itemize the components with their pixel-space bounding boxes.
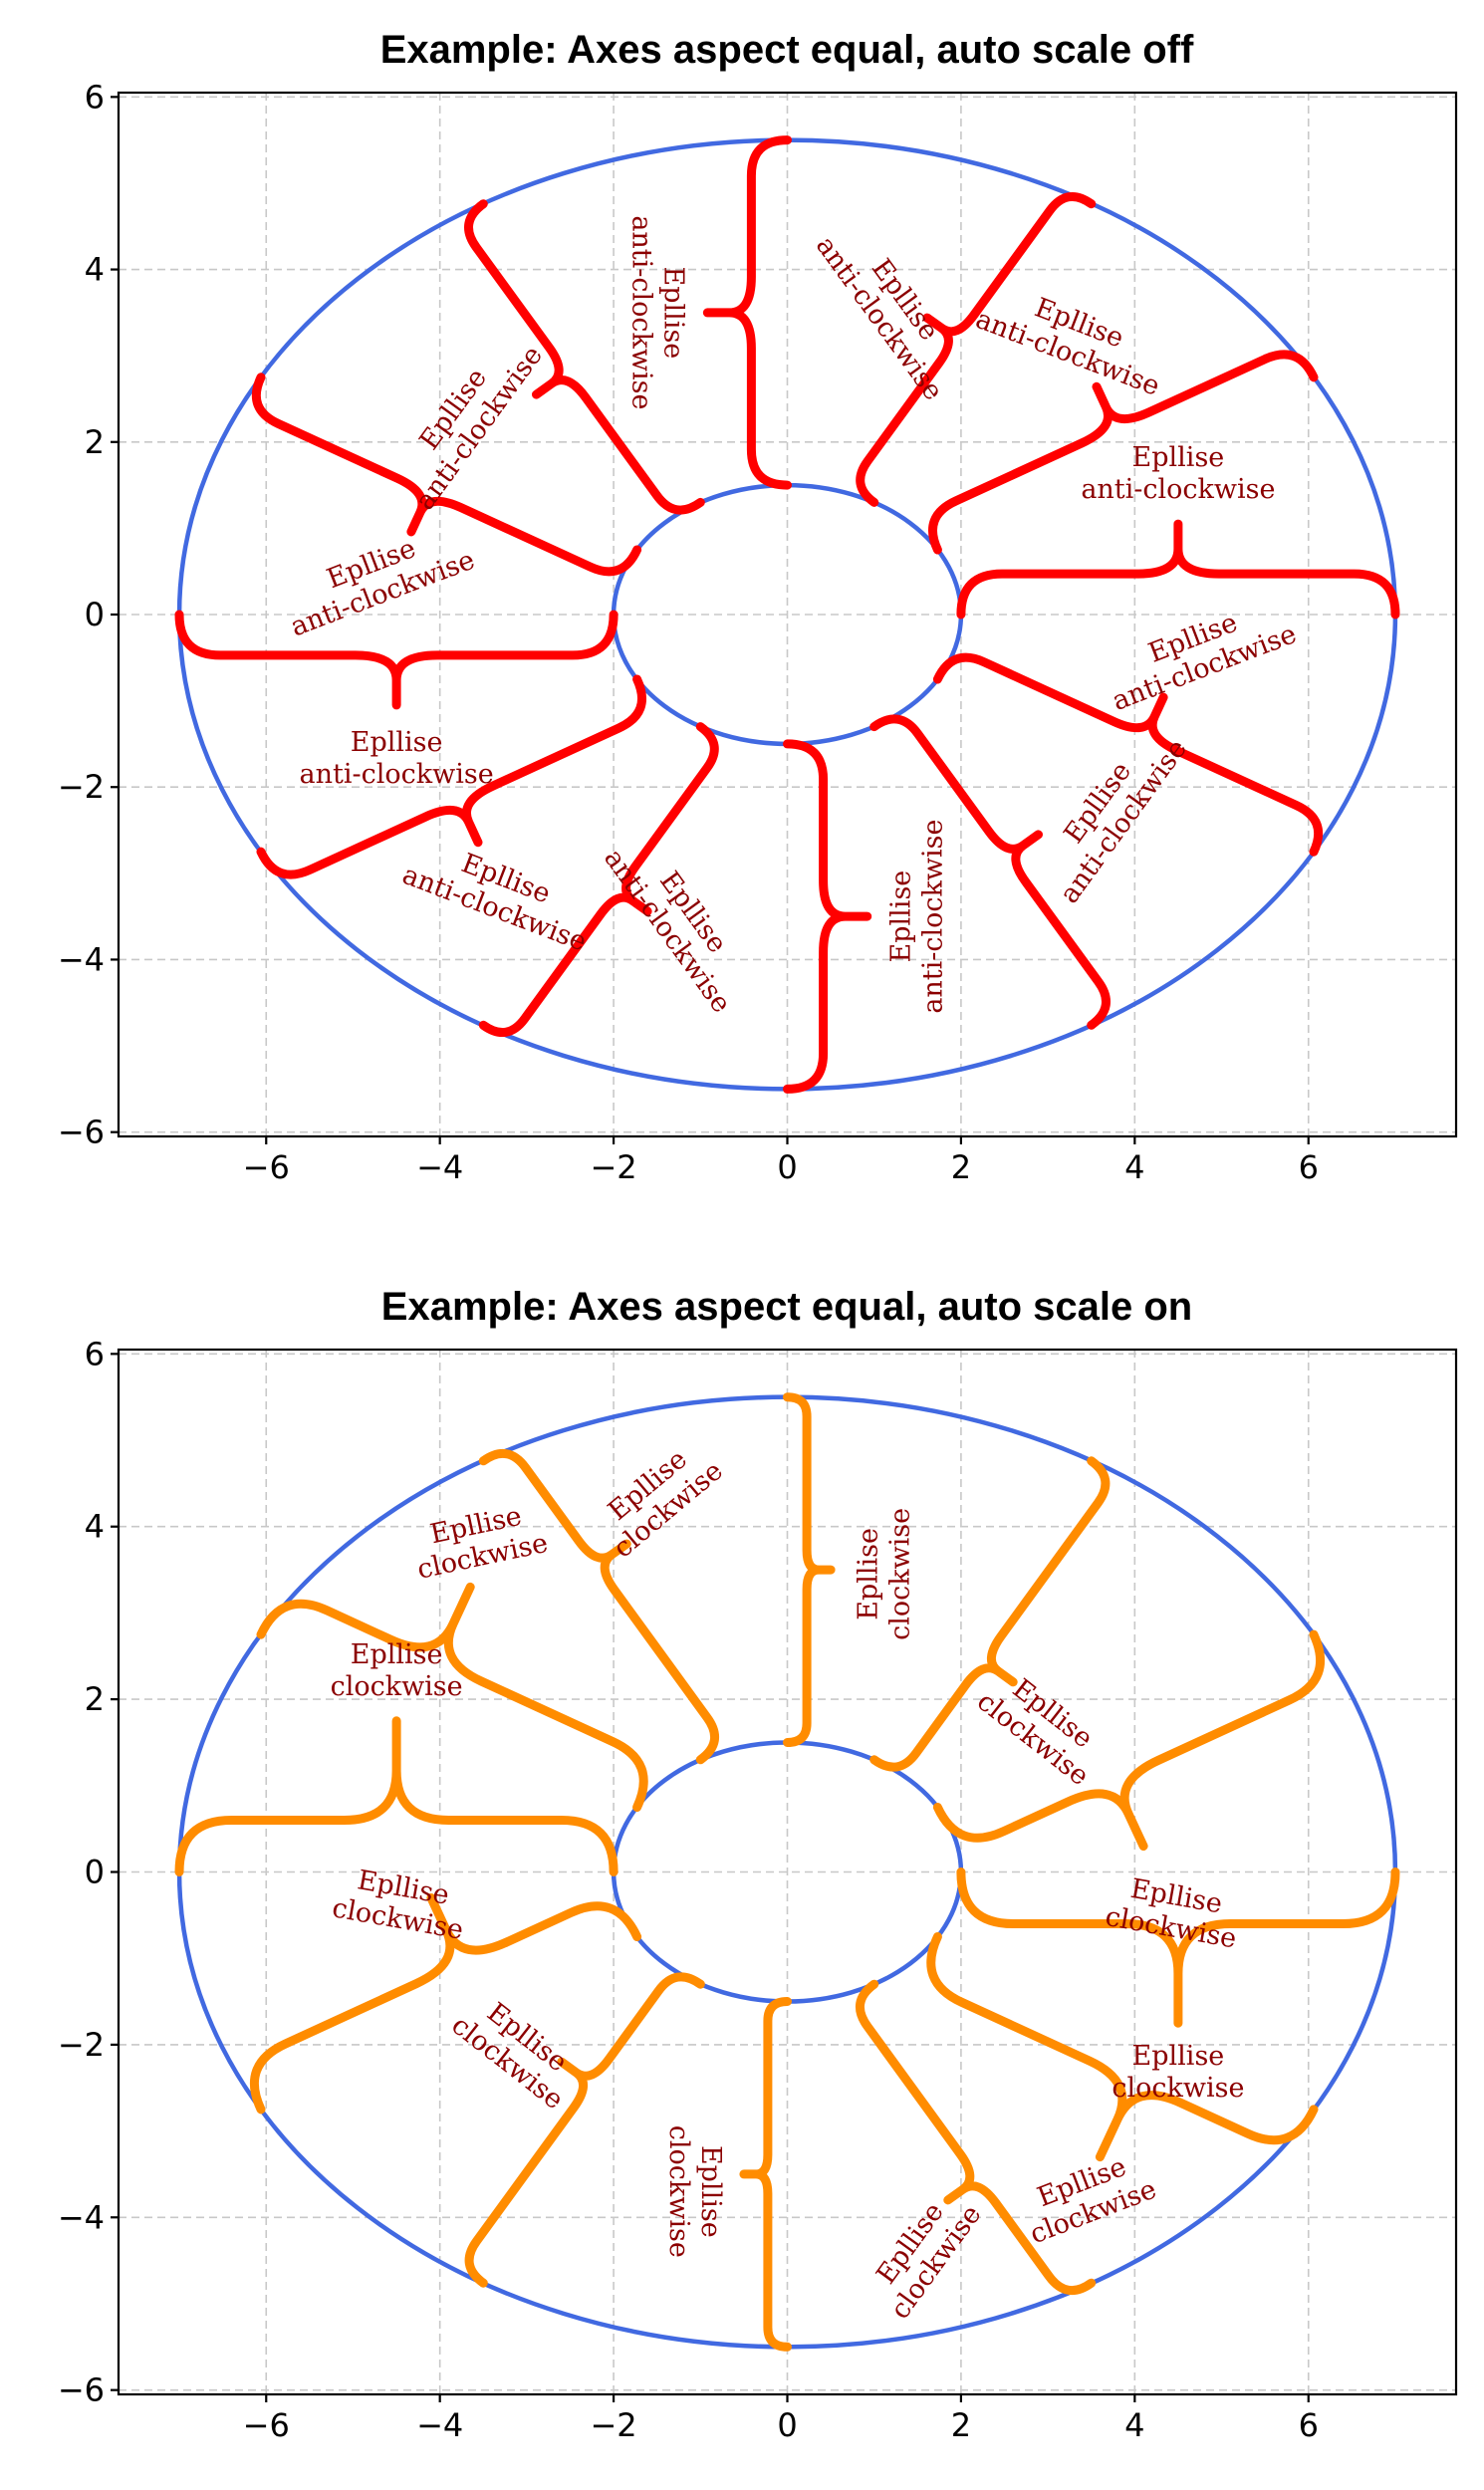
curly-brace bbox=[926, 1932, 1319, 2162]
curly-brace bbox=[956, 519, 1400, 620]
panel-bottom-title: Example: Axes aspect equal, auto scale o… bbox=[381, 1285, 1192, 1329]
y-tick-label: −4 bbox=[58, 2198, 105, 2236]
x-tick-label: 0 bbox=[777, 2406, 797, 2444]
curly-brace bbox=[783, 1392, 836, 1747]
panel-top: Example: Axes aspect equal, auto scale o… bbox=[58, 28, 1458, 1186]
x-tick-label: −6 bbox=[243, 1148, 290, 1186]
y-tick-label: 6 bbox=[85, 1335, 105, 1372]
y-tick-label: 2 bbox=[85, 423, 105, 461]
x-tick-label: 4 bbox=[1124, 2406, 1144, 2444]
brace-label: Eplliseanti-clockwise bbox=[625, 215, 688, 409]
y-tick-label: −4 bbox=[58, 940, 105, 978]
x-tick-label: 4 bbox=[1124, 1148, 1144, 1186]
panel-bottom-grid bbox=[119, 1350, 1456, 2394]
y-tick-label: 4 bbox=[85, 251, 105, 289]
curly-brace bbox=[932, 652, 1324, 857]
y-tick-label: 2 bbox=[85, 1680, 105, 1718]
curly-brace bbox=[932, 1629, 1326, 1851]
y-tick-label: −6 bbox=[58, 1114, 105, 1151]
brace-label: Eplliseclockwise bbox=[408, 1497, 551, 1586]
brace-label: Eplliseanti-clockwise bbox=[886, 820, 949, 1014]
x-tick-label: −6 bbox=[243, 2406, 290, 2444]
x-tick-label: 2 bbox=[951, 1148, 971, 1186]
y-tick-label: −2 bbox=[58, 2026, 105, 2064]
y-tick-label: 0 bbox=[85, 596, 105, 633]
x-tick-label: −4 bbox=[416, 1148, 463, 1186]
x-tick-label: −2 bbox=[590, 1148, 636, 1186]
curly-brace bbox=[702, 135, 792, 490]
brace-label: Eplliseanti-clockwise bbox=[1097, 589, 1301, 717]
brace-label: Eplliseclockwise bbox=[853, 1508, 915, 1640]
panel-top-axes: −6 −4 −2 0 2 4 6 −6 −4 −2 0 2 4 6 bbox=[58, 78, 1458, 1186]
x-tick-label: 6 bbox=[1299, 2406, 1319, 2444]
y-tick-label: 4 bbox=[85, 1508, 105, 1546]
curly-brace bbox=[783, 739, 872, 1094]
x-tick-label: 2 bbox=[951, 2406, 971, 2444]
y-tick-label: 0 bbox=[85, 1854, 105, 1891]
brace-label: Eplliseanti-clockwise bbox=[810, 212, 975, 406]
y-tick-label: 6 bbox=[85, 78, 105, 116]
panel-top-title: Example: Axes aspect equal, auto scale o… bbox=[380, 28, 1194, 72]
brace-label: Eplliseanti-clockwise bbox=[1028, 715, 1193, 909]
brace-label: Eplliseclockwise bbox=[587, 1431, 728, 1565]
curly-brace bbox=[251, 373, 642, 577]
x-tick-label: 0 bbox=[777, 1148, 797, 1186]
panel-bottom-axes: −6 −4 −2 0 2 4 6 −6 −4 −2 0 2 4 6 bbox=[58, 1335, 1458, 2444]
brace-label: Eplliseclockwise bbox=[1015, 2144, 1161, 2251]
brace-label: Eplliseclockwise bbox=[445, 1985, 589, 2116]
y-tick-label: −2 bbox=[58, 768, 105, 806]
curly-brace bbox=[464, 1972, 705, 2288]
brace-label: Eplliseclockwise bbox=[1103, 1869, 1244, 1954]
curly-brace bbox=[956, 1868, 1400, 2028]
brace-label: Eplliseclockwise bbox=[330, 1862, 471, 1946]
y-tick-label: −6 bbox=[58, 2371, 105, 2409]
curly-brace bbox=[256, 674, 647, 879]
brace-label: Eplliseanti-clockwise bbox=[275, 515, 479, 643]
x-tick-label: −4 bbox=[416, 2406, 463, 2444]
brace-label: Eplliseclockwise bbox=[859, 2181, 987, 2326]
curly-brace bbox=[174, 1716, 618, 1876]
curly-brace bbox=[249, 1893, 642, 2115]
curly-brace bbox=[478, 722, 719, 1037]
panel-bottom: Example: Axes aspect equal, auto scale o… bbox=[58, 1285, 1458, 2444]
curly-brace bbox=[256, 1582, 648, 1812]
curly-brace bbox=[869, 1456, 1111, 1772]
brace-label: Eplliseanti-clockwise bbox=[598, 825, 763, 1019]
curly-brace bbox=[927, 350, 1319, 555]
curly-brace bbox=[869, 714, 1111, 1030]
x-tick-label: −2 bbox=[590, 2406, 636, 2444]
curly-brace bbox=[856, 192, 1097, 507]
curly-brace bbox=[478, 1448, 719, 1765]
brace-label: Eplliseanti-clockwise bbox=[971, 274, 1175, 402]
curly-brace bbox=[464, 199, 705, 515]
curly-brace bbox=[174, 610, 618, 710]
curly-brace bbox=[856, 1979, 1097, 2296]
x-tick-label: 6 bbox=[1299, 1148, 1319, 1186]
brace-label: Eplliseclockwise bbox=[663, 2125, 726, 2258]
brace-label: Eplliseanti-clockwise bbox=[398, 830, 603, 958]
curly-brace bbox=[739, 1997, 792, 2352]
brace-label: Eplliseclockwise bbox=[971, 1660, 1114, 1792]
